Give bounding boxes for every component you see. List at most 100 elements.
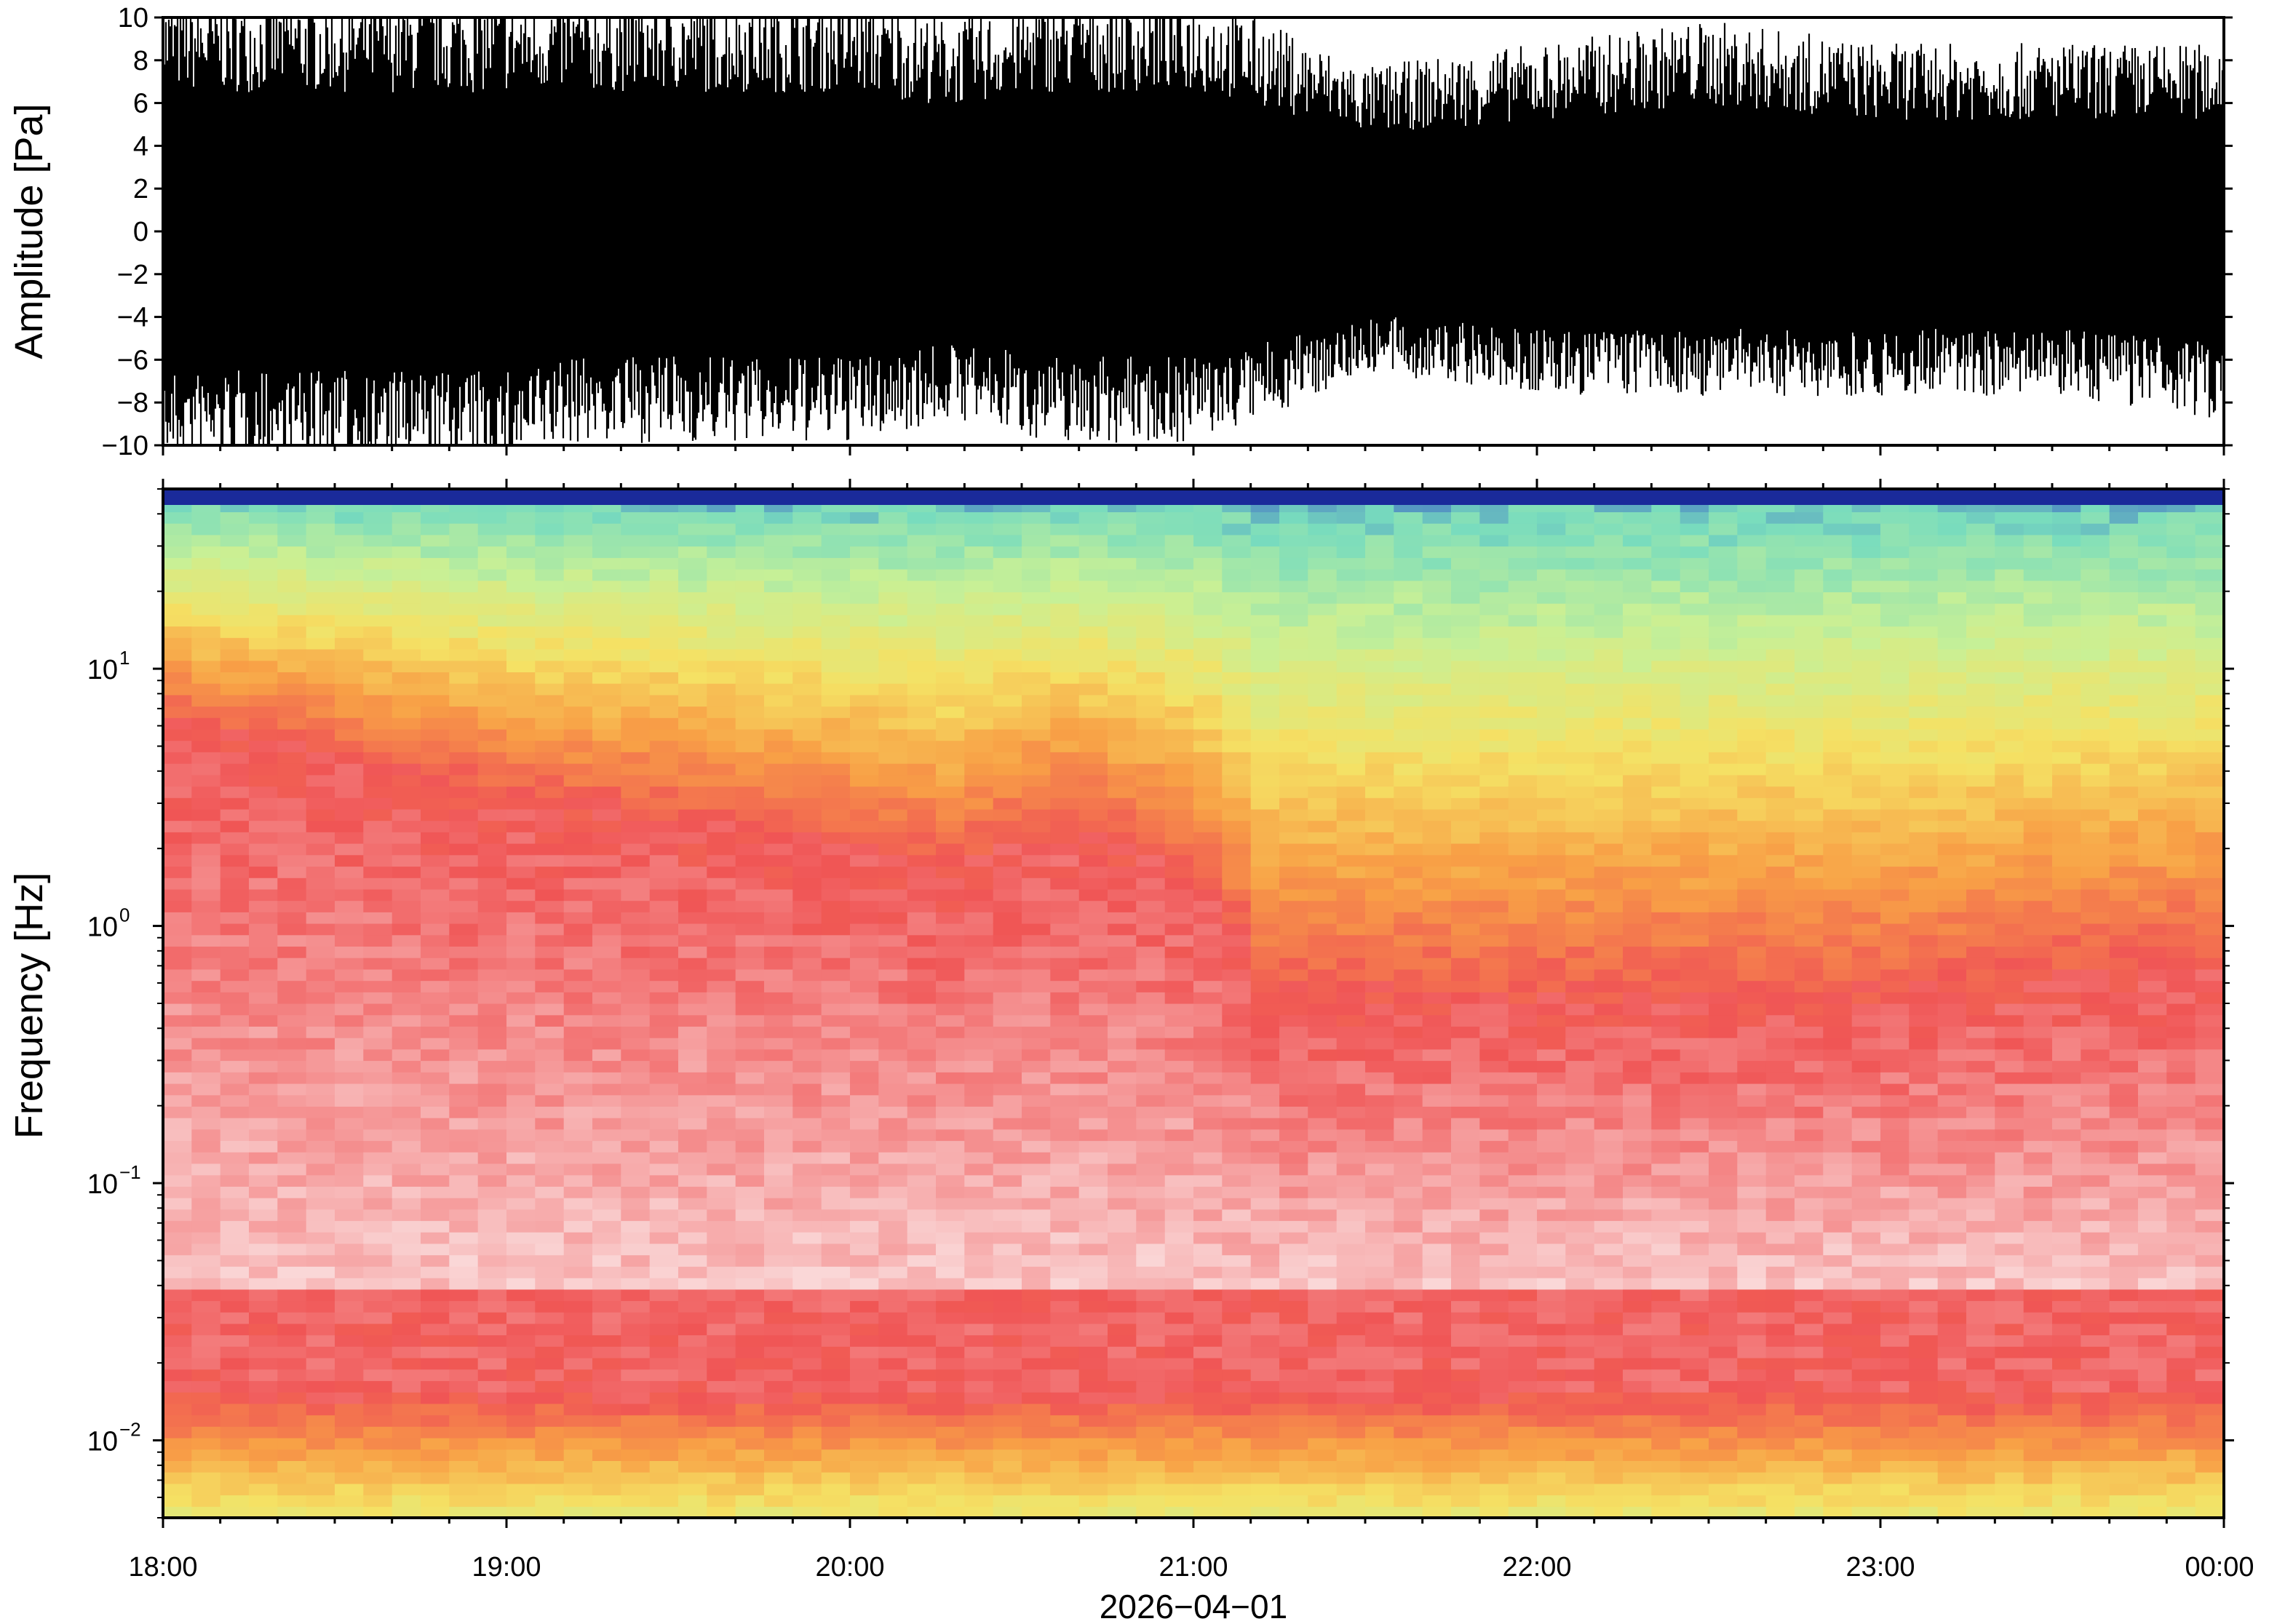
spectrogram-cell: [1537, 1334, 1566, 1347]
spectrogram-cell: [993, 557, 1022, 570]
spectrogram-cell: [1336, 614, 1366, 627]
spectrogram-cell: [1479, 877, 1509, 890]
spectrogram-cell: [1422, 968, 1452, 982]
spectrogram-cell: [1623, 877, 1652, 890]
spectrogram-cell: [1394, 694, 1423, 707]
spectrogram-cell: [191, 580, 221, 592]
spectrogram-cell: [1479, 763, 1509, 776]
spectrogram-cell: [1422, 614, 1452, 627]
spectrogram-cell: [563, 1380, 593, 1393]
spectrogram-cell: [678, 832, 707, 844]
spectrogram-cell: [477, 843, 507, 856]
spectrogram-cell: [1250, 1118, 1280, 1130]
spectrogram-cell: [964, 580, 994, 592]
spectrogram-cell: [850, 683, 879, 696]
spectrogram-cell: [792, 717, 822, 730]
spectrogram-cell: [1108, 1403, 1137, 1416]
spectrogram-cell: [1508, 1312, 1538, 1324]
spectrogram-cell: [306, 1209, 335, 1222]
spectrogram-cell: [306, 1072, 335, 1084]
spectrogram-cell: [621, 1038, 651, 1050]
spectrogram-cell: [1365, 1358, 1394, 1370]
spectrogram-cell: [449, 946, 479, 958]
spectrogram-cell: [1279, 546, 1308, 558]
spectrogram-cell: [1565, 763, 1595, 776]
spectrogram-cell: [649, 1163, 679, 1176]
spectrogram-cell: [735, 626, 765, 638]
spectrogram-cell: [1680, 900, 1709, 912]
spectrogram-cell: [592, 1198, 621, 1210]
spectrogram-cell: [1222, 1460, 1252, 1473]
spectrogram-cell: [563, 637, 593, 650]
spectrogram-cell: [621, 1300, 651, 1313]
spectrogram-cell: [191, 1094, 221, 1107]
spectrogram-cell: [621, 1426, 651, 1438]
spectrogram-cell: [1651, 1278, 1681, 1290]
spectrogram-cell: [878, 1198, 908, 1210]
spectrogram-cell: [1537, 1060, 1566, 1072]
spectrogram-cell: [535, 592, 565, 604]
spectrogram-cell: [1422, 1426, 1452, 1438]
spectrogram-cell: [506, 1094, 536, 1107]
spectrogram-cell: [1365, 808, 1394, 821]
spectrogram-cell: [1651, 1072, 1681, 1084]
spectrogram-cell: [220, 1289, 250, 1302]
spectrogram-cell: [1308, 774, 1338, 787]
spectrogram-cell: [850, 854, 879, 867]
spectrogram-cell: [707, 660, 736, 672]
spectrogram-cell: [764, 694, 793, 707]
spectrogram-cell: [1594, 1358, 1624, 1370]
spectrogram-cell: [506, 1289, 536, 1302]
spectrogram-cell: [363, 1506, 393, 1518]
spectrogram-cell: [878, 752, 908, 764]
spectrogram-cell: [1308, 626, 1338, 638]
spectrogram-cell: [764, 660, 793, 672]
spectrogram-cell: [449, 740, 479, 752]
spectrogram-cell: [1451, 1358, 1480, 1370]
spectrogram-cell: [764, 763, 793, 776]
spectrogram-cell: [249, 774, 278, 787]
spectrogram-cell: [363, 752, 393, 764]
spectrogram-cell: [1479, 1243, 1509, 1256]
spectrogram-cell: [1078, 580, 1108, 592]
spectrogram-cell: [735, 1220, 765, 1233]
spectrogram-cell: [449, 832, 479, 844]
spectrogram-cell: [1022, 900, 1051, 912]
spectrogram-cell: [1594, 1129, 1624, 1142]
spectrogram-cell: [506, 1346, 536, 1358]
spectrogram-cell: [678, 797, 707, 810]
spectrogram-cell: [621, 1198, 651, 1210]
spectrogram-cell: [1508, 1232, 1538, 1244]
spectrogram-cell: [335, 1186, 364, 1198]
spectrogram-cell: [1222, 866, 1252, 878]
spectrogram-cell: [477, 523, 507, 536]
spectrogram-cell: [1451, 1392, 1480, 1404]
spectrogram-cell: [1451, 1060, 1480, 1072]
spectrogram-cell: [735, 888, 765, 901]
spectrogram-cell: [1508, 1369, 1538, 1382]
spectrogram-cell: [1022, 706, 1051, 718]
spectrogram-cell: [993, 797, 1022, 810]
spectrogram-cell: [993, 683, 1022, 696]
spectrogram-cell: [1164, 774, 1194, 787]
spectrogram-cell: [707, 912, 736, 924]
spectrogram-cell: [1164, 763, 1194, 776]
spectrogram-cell: [764, 958, 793, 970]
spectrogram-cell: [964, 626, 994, 638]
spectrogram-cell: [907, 774, 937, 787]
spectrogram-cell: [392, 923, 421, 936]
spectrogram-cell: [1651, 1129, 1681, 1142]
spectrogram-cell: [506, 888, 536, 901]
spectrogram-cell: [1565, 1232, 1595, 1244]
spectrogram-cell: [878, 763, 908, 776]
spectrogram-cell: [563, 683, 593, 696]
spectrogram-cell: [535, 797, 565, 810]
spectrogram-cell: [1222, 1003, 1252, 1016]
spectrogram-cell: [907, 1323, 937, 1336]
spectrogram-cell: [306, 934, 335, 947]
spectrogram-cell: [335, 1152, 364, 1164]
spectrogram-cell: [1594, 752, 1624, 764]
spectrogram-cell: [964, 1323, 994, 1336]
spectrogram-cell: [363, 740, 393, 752]
